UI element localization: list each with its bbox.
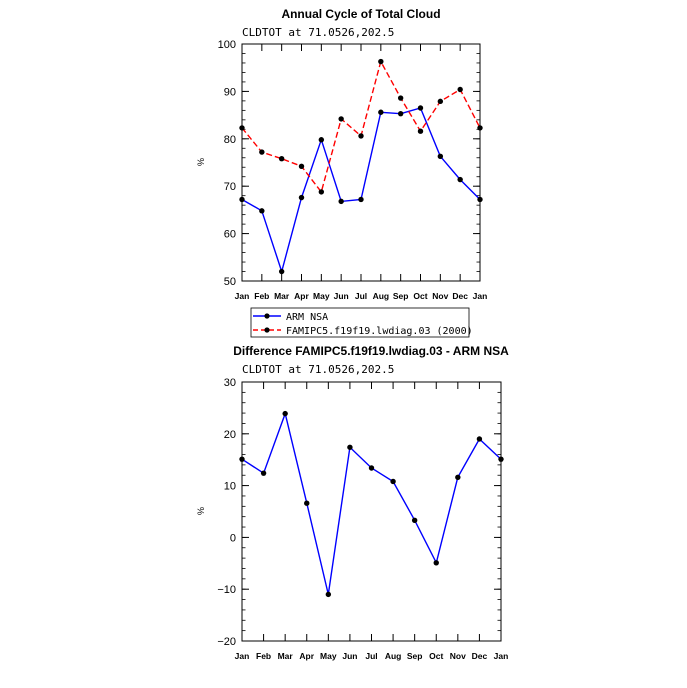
chart2-x-tick-label: Jun [342, 651, 357, 661]
chart2-series-0-point [433, 560, 439, 566]
chart2-subtitle: CLDTOT at 71.0526,202.5 [242, 363, 394, 376]
legend-label-arm-nsa: ARM NSA [286, 312, 328, 323]
chart2-series-0-point [304, 500, 310, 506]
chart1-series-1-point [259, 149, 265, 155]
chart1-series-0-point [397, 110, 404, 117]
chart1-x-tick-label: Mar [274, 291, 290, 301]
chart2-y-tick-label: 30 [224, 377, 236, 389]
chart2-x-tick-label: Sep [407, 651, 423, 661]
chart1-series-1-point [397, 95, 404, 101]
legend-label-famipc5: FAMIPC5.f19f19.lwdiag.03 (2000) [286, 326, 473, 337]
chart2-series-0-point [368, 465, 375, 471]
chart2-y-tick-label: −20 [217, 636, 236, 648]
chart1-x-tick-label: Nov [432, 291, 448, 301]
chart2-series-line-0 [241, 411, 502, 595]
chart2-series-0-point [325, 591, 332, 598]
annual-cycle-chart: Annual Cycle of Total Cloud CLDTOT at 71… [196, 7, 488, 338]
chart1-series-0-point [338, 198, 344, 205]
chart1-series-1-point [437, 98, 444, 105]
chart1-x-tick-label: Jul [355, 291, 367, 301]
chart1-series-0-point [358, 196, 364, 203]
chart2-x-tick-label: Jul [365, 651, 377, 661]
chart1-y-axis-label: % [196, 158, 206, 166]
chart2-series-0-point [282, 410, 288, 417]
chart2-y-tick-label: −10 [217, 584, 236, 596]
chart2-x-tick-label: Aug [385, 651, 402, 661]
chart2-series-0-point [476, 436, 483, 442]
chart2-x-tick-label: Oct [429, 651, 443, 661]
chart1-y-tick-label: 80 [224, 134, 236, 146]
chart1-x-tick-label: Feb [254, 291, 269, 301]
chart1-series-1-point [417, 128, 424, 134]
chart1-series-1-point [358, 133, 364, 139]
chart2-x-tick-label: Feb [256, 651, 271, 661]
chart1-y-tick-label: 100 [218, 39, 236, 51]
chart1-legend: ARM NSA FAMIPC5.f19f19.lwdiag.03 (2000) [250, 307, 473, 338]
chart2-series-0-point [455, 474, 461, 481]
chart1-series-0-point [298, 194, 305, 201]
chart1-x-tick-label: Dec [452, 291, 468, 301]
legend-box [250, 307, 470, 338]
chart2-title: Difference FAMIPC5.f19f19.lwdiag.03 - AR… [233, 344, 509, 358]
chart1-series-1-point [298, 163, 305, 169]
chart1-x-tick-label: Apr [294, 291, 309, 301]
chart1-series-0-point [259, 208, 265, 214]
chart1-series-0-point [457, 176, 463, 183]
chart2-plot-frame [241, 381, 502, 642]
chart2-series-0-point [411, 517, 418, 524]
chart1-series-0-point [378, 109, 384, 115]
chart2-series-0-point [347, 444, 353, 450]
chart2-series-0-point [390, 478, 396, 485]
chart2-y-tick-label: 10 [224, 481, 236, 493]
chart1-x-tick-label: Aug [373, 291, 390, 301]
chart2-x-tick-label: Nov [450, 651, 466, 661]
chart2-series-0-point [260, 470, 267, 476]
chart1-x-tick-label: Sep [393, 291, 409, 301]
chart1-series-1-point [378, 58, 384, 65]
chart2-x-tick-label: Dec [472, 651, 488, 661]
chart1-x-tick-label: Jan [235, 291, 250, 301]
chart2-y-tick-label: 20 [224, 429, 236, 441]
chart1-title: Annual Cycle of Total Cloud [281, 7, 440, 21]
chart1-series-line-0 [241, 107, 481, 274]
chart1-series-1-point [338, 116, 344, 122]
chart1-y-tick-label: 60 [224, 229, 236, 241]
chart1-x-tick-label: Jun [334, 291, 349, 301]
chart1-series-0-point [437, 153, 444, 160]
chart1-series-0-point [417, 105, 424, 111]
legend-marker-arm-nsa [264, 313, 270, 319]
chart1-x-tick-label: May [313, 291, 330, 301]
chart1-series-1-point [318, 189, 325, 195]
chart1-plot-frame [241, 43, 481, 282]
chart2-y-tick-label: 0 [230, 532, 236, 544]
chart1-y-tick-label: 70 [224, 181, 236, 193]
chart1-series-1-point [278, 156, 285, 162]
chart2-y-axis-label: % [196, 507, 206, 515]
chart1-series-0-point [318, 137, 325, 143]
chart1-subtitle: CLDTOT at 71.0526,202.5 [242, 26, 394, 39]
chart2-x-tick-label: Mar [278, 651, 294, 661]
chart1-x-tick-label: Jan [473, 291, 488, 301]
chart2-x-tick-label: Jan [235, 651, 250, 661]
chart1-series-0-point [278, 268, 285, 275]
legend-marker-famipc5 [264, 327, 270, 333]
chart1-series-line-1 [241, 59, 481, 194]
difference-chart: Difference FAMIPC5.f19f19.lwdiag.03 - AR… [196, 344, 509, 661]
chart1-y-tick-label: 90 [224, 86, 236, 98]
chart1-x-tick-label: Oct [413, 291, 427, 301]
chart2-x-tick-label: Jan [494, 651, 509, 661]
chart1-series-1-point [457, 86, 463, 93]
chart2-x-tick-label: May [320, 651, 337, 661]
chart2-x-tick-label: Apr [299, 651, 314, 661]
chart1-y-tick-label: 50 [224, 276, 236, 288]
